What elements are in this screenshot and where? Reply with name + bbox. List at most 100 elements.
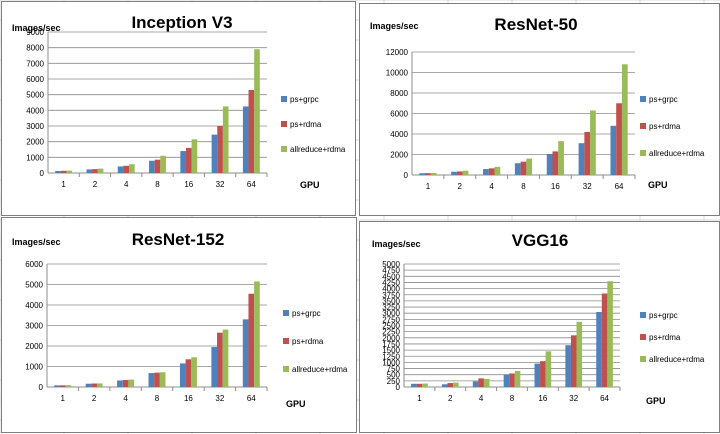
y-tick-label: 4500 [382,272,400,281]
bar-ps-grpc [211,134,218,173]
y-tick-label: 750 [387,365,401,374]
x-tick-label: 4 [479,394,484,403]
y-tick-label: 250 [387,377,401,386]
bar-ps-rdma [248,293,255,387]
y-tick-label: 1250 [382,352,400,361]
y-tick-label: 4000 [382,285,400,294]
x-tick-label: 1 [426,182,431,191]
bar-allreduce-rdma [453,382,459,387]
bar-allreduce-rdma [222,106,229,173]
y-axis-label: Images/sec [372,239,421,249]
y-tick-label: 6000 [390,110,408,119]
bar-ps-grpc [441,384,448,387]
bar-ps-grpc [483,169,489,175]
chart-vgg16-svg: VGG16 Images/sec GPU 0250500750100012501… [372,231,705,406]
bar-allreduce-rdma [462,170,469,175]
chart-resnet-50: ResNet-50 Images/sec GPU 0 2000 4000 6000 80… [359,3,720,216]
bar-ps-rdma [540,361,546,387]
plot-area: 0 1000 2000 3000 4000 5000 6000 1 2 4 8 16 32 64 ps+gr… [25,260,348,403]
plot-area: 0 2000 4000 6000 8000 10000 12000 1 2 4 8 16 32 64 ps+… [386,48,705,191]
bar-ps-grpc [54,385,60,387]
bar-ps-rdma [509,373,515,387]
bar-allreduce-rdma [128,379,135,387]
bar-allreduce-rdma [97,168,104,173]
bar-ps-grpc [546,153,553,175]
bar-ps-grpc [117,166,124,173]
y-tick-label: 4000 [26,106,44,115]
x-tick-label: 1 [60,394,65,403]
y-tick-label: 3750 [382,291,400,300]
y-tick-label: 5000 [26,91,44,100]
y-tick-label: 1000 [26,153,44,162]
legend-ps-grpc-swatch [640,312,646,318]
y-tick-label: 6000 [25,260,43,269]
bar-ps-rdma [488,168,495,175]
bar-ps-grpc [148,373,155,387]
x-tick-label: 16 [551,182,560,191]
y-tick-label: 3000 [382,309,400,318]
x-tick-label: 2 [93,180,98,189]
legend-ps-rdma-swatch [640,334,646,340]
legend-ps-grpc-label: ps+grpc [649,311,678,320]
bar-allreduce-rdma [514,371,521,387]
chart-inception-v3: Inception V3 Images/sec GPU 0 1000 2000 300… [1,1,356,216]
y-tick-label: 0 [404,171,409,180]
legend-ps-rdma-swatch [640,123,646,129]
bar-ps-rdma [154,372,160,387]
x-tick-label: 32 [569,394,578,403]
bar-ps-rdma [217,126,223,173]
plot-area: 0250500750100012501500175020002250250027… [382,260,705,403]
y-tick-label: 2250 [382,328,400,337]
chart-resnet-50-svg: ResNet-50 Images/sec GPU 0 2000 4000 6000 80… [370,15,705,191]
x-tick-label: 1 [61,180,66,189]
chart-resnet-152-svg: ResNet-152 Images/sec GPU 0 1000 2000 3000 4… [12,230,348,409]
bar-ps-rdma [425,173,431,175]
bar-ps-rdma [248,89,255,173]
plot-area: 0 1000 2000 3000 4000 5000 6000 7000 8000 9000 1 2 4… [26,28,346,189]
legend-allreduce-rdma-label: allreduce+rdma [292,365,348,374]
bar-ps-grpc [534,363,541,387]
legend-ps-grpc-swatch [281,96,287,102]
bar-ps-grpc [86,169,93,173]
y-tick-label: 5000 [382,260,400,269]
bar-ps-rdma [154,159,161,173]
x-tick-label: 2 [458,182,463,191]
y-tick-label: 4000 [25,301,43,310]
bar-allreduce-rdma [607,281,613,387]
bar-ps-grpc [610,125,617,175]
legend-ps-grpc-label: ps+grpc [292,309,321,318]
bar-allreduce-rdma [65,385,72,387]
bar-allreduce-rdma [159,372,166,387]
y-axis-label: Images/sec [12,23,61,33]
y-tick-label: 0 [40,169,45,178]
chart-resnet-152: ResNet-152 Images/sec GPU 0 1000 2000 3000 4… [1,217,357,433]
legend-ps-rdma-label: ps+rdma [649,122,681,131]
bar-ps-rdma [616,103,622,175]
x-tick-label: 32 [583,182,592,191]
y-tick-label: 8000 [26,44,44,53]
x-tick-label: 1 [417,394,422,403]
bar-ps-rdma [59,385,66,387]
bar-ps-grpc [503,374,510,387]
bar-ps-rdma [447,383,454,387]
bar-allreduce-rdma [576,321,583,387]
legend-ps-rdma-swatch [281,121,287,127]
y-tick-label: 10000 [386,69,409,78]
x-tick-label: 16 [184,394,193,403]
bar-ps-grpc [149,160,155,173]
x-tick-label: 8 [155,180,160,189]
bar-ps-grpc [55,170,61,173]
bar-ps-rdma [185,359,192,387]
bar-ps-rdma [570,335,577,387]
bar-allreduce-rdma [545,351,552,387]
bar-ps-grpc [411,383,417,387]
y-tick-label: 3250 [382,303,400,312]
bar-ps-grpc [211,347,218,387]
legend-ps-grpc-swatch [283,310,289,316]
y-tick-label: 0 [396,383,401,392]
legend-allreduce-rdma-label: allreduce+rdma [649,149,705,158]
y-tick-label: 1750 [382,340,400,349]
legend-ps-grpc-swatch [640,96,646,102]
y-tick-label: 1000 [382,358,400,367]
bar-allreduce-rdma [96,383,103,387]
